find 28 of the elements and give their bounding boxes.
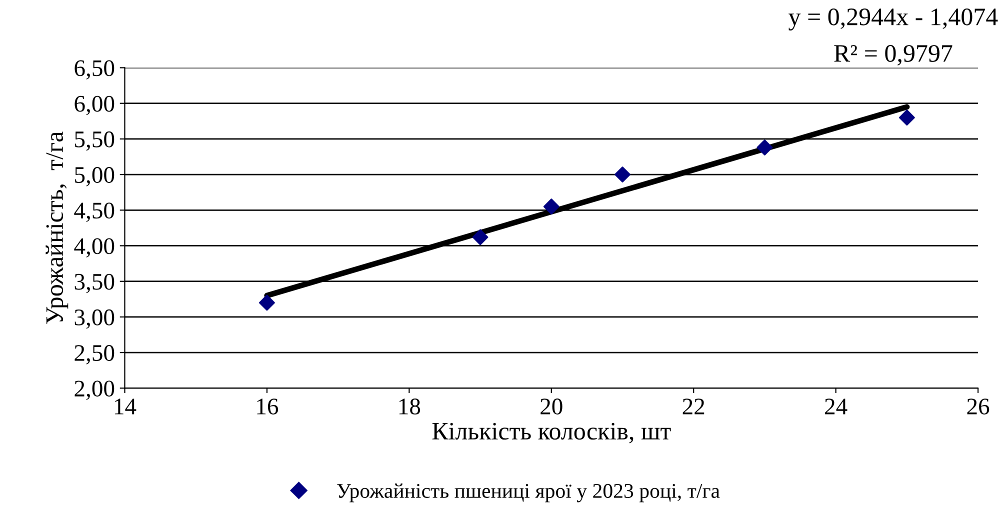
x-axis-title: Кількість колосків, шт (432, 422, 671, 444)
x-tick-label: 14 (115, 398, 136, 414)
point (614, 166, 630, 183)
y-tick-label: 6,00 (74, 96, 114, 116)
legend-label: Урожайність пшениці ярої у 2023 році, т/га (336, 483, 720, 502)
x-tick-label: 24 (825, 398, 848, 414)
y-tick-label: 2,00 (74, 380, 114, 400)
y-tick-label: 5,00 (75, 167, 114, 186)
y-tick-label: 6,50 (74, 60, 114, 80)
point (258, 294, 275, 311)
text: y = 0,2944x - 1,4074 (788, 8, 998, 30)
y-tick-label: 3,50 (74, 274, 114, 294)
x-tick-label: 20 (540, 398, 562, 414)
point (756, 140, 773, 156)
y-tick-label: 3,00 (74, 309, 114, 329)
point (543, 198, 560, 215)
x-tick-label: 26 (967, 398, 990, 414)
y-tick-label: 2,50 (74, 345, 114, 364)
y-axis-title: Урожайність, т/га (46, 132, 68, 324)
point (898, 110, 915, 126)
x-tick-label: 22 (682, 398, 704, 414)
x-tick-label: 16 (257, 398, 278, 414)
y-tick-label: 5,50 (75, 131, 114, 151)
x-tick-label: 18 (399, 398, 420, 414)
text: R² = 0,9797 (834, 45, 952, 66)
y-tick-label: 4,00 (74, 238, 114, 258)
y-tick-label: 4,50 (74, 202, 114, 222)
point (472, 229, 488, 246)
